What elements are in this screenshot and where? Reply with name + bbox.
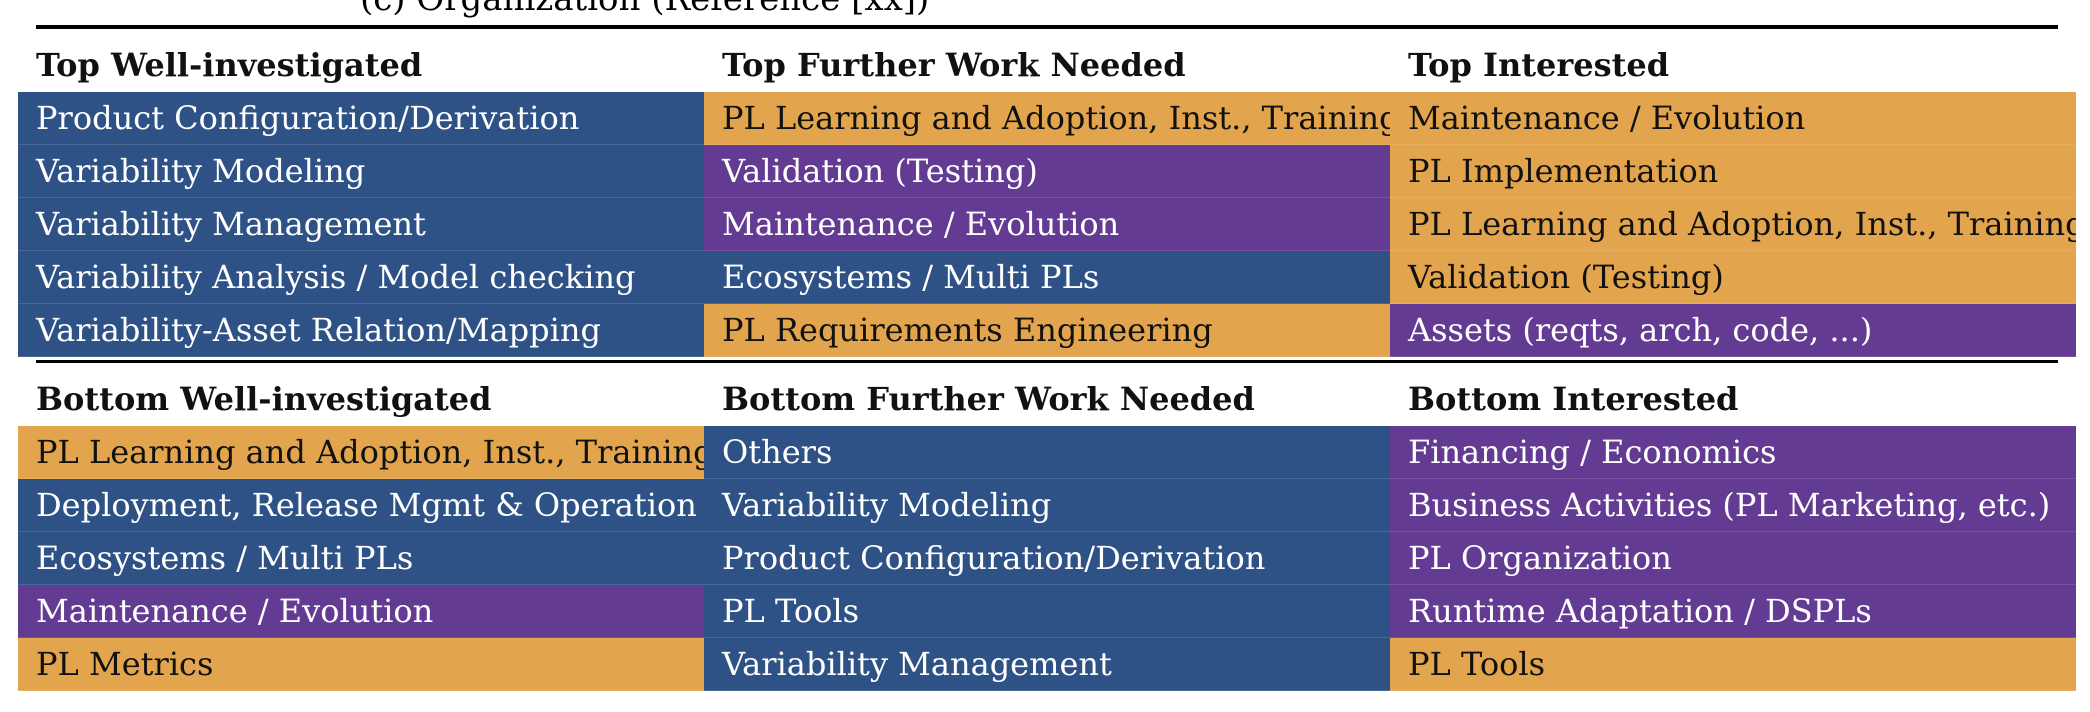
table-cell: Financing / Economics [1390, 426, 2076, 479]
table-row: PL Metrics Variability Management PL Too… [18, 638, 2076, 691]
table-cell: Variability Modeling [18, 145, 704, 198]
table-cell: Others [704, 426, 1390, 479]
table-cell: PL Requirements Engineering [704, 304, 1390, 357]
column-header: Bottom Further Work Needed [722, 380, 1255, 418]
middle-rule [36, 360, 2058, 363]
table-row: Deployment, Release Mgmt & Operation Var… [18, 479, 2076, 532]
table-cell: PL Implementation [1390, 145, 2076, 198]
table-cell: Ecosystems / Multi PLs [18, 532, 704, 585]
table-cell: Maintenance / Evolution [18, 585, 704, 638]
top-table: Top Well-investigated Top Further Work N… [18, 38, 2076, 357]
table-cell: Runtime Adaptation / DSPLs [1390, 585, 2076, 638]
table-row: Ecosystems / Multi PLs Product Configura… [18, 532, 2076, 585]
column-header: Top Interested [1408, 46, 1670, 84]
bottom-table: Bottom Well-investigated Bottom Further … [18, 372, 2076, 691]
column-header: Bottom Interested [1408, 380, 1739, 418]
header-row: Bottom Well-investigated Bottom Further … [18, 372, 2076, 426]
table-cell: Ecosystems / Multi PLs [704, 251, 1390, 304]
column-header: Bottom Well-investigated [36, 380, 492, 418]
table-cell: Assets (reqts, arch, code, ...) [1390, 304, 2076, 357]
table-row: Variability Analysis / Model checking Ec… [18, 251, 2076, 304]
table-cell: Product Configuration/Derivation [704, 532, 1390, 585]
table-cell: Validation (Testing) [1390, 251, 2076, 304]
table-row: Variability Modeling Validation (Testing… [18, 145, 2076, 198]
column-header: Top Well-investigated [36, 46, 423, 84]
table-cell: Validation (Testing) [704, 145, 1390, 198]
table-row: Variability Management Maintenance / Evo… [18, 198, 2076, 251]
table-cell: Variability Management [704, 638, 1390, 691]
table-cell: Variability-Asset Relation/Mapping [18, 304, 704, 357]
table-cell: Product Configuration/Derivation [18, 92, 704, 145]
table-row: Variability-Asset Relation/Mapping PL Re… [18, 304, 2076, 357]
table-cell: PL Tools [704, 585, 1390, 638]
table-row: PL Learning and Adoption, Inst., Trainin… [18, 426, 2076, 479]
table-cell: Business Activities (PL Marketing, etc.) [1390, 479, 2076, 532]
table-cell: Maintenance / Evolution [1390, 92, 2076, 145]
table-caption: (c) Organization (Reference [xx]) [360, 0, 929, 16]
table-cell: Maintenance / Evolution [704, 198, 1390, 251]
table-cell: Deployment, Release Mgmt & Operation [18, 479, 704, 532]
table-cell: PL Metrics [18, 638, 704, 691]
top-rule [36, 25, 2058, 29]
table-cell: Variability Modeling [704, 479, 1390, 532]
column-header: Top Further Work Needed [722, 46, 1186, 84]
table-row: Product Configuration/Derivation PL Lear… [18, 92, 2076, 145]
table-cell: Variability Management [18, 198, 704, 251]
table-cell: Variability Analysis / Model checking [18, 251, 704, 304]
table-cell: PL Tools [1390, 638, 2076, 691]
table-cell: PL Learning and Adoption, Inst., Trainin… [704, 92, 1390, 145]
table-cell: PL Learning and Adoption, Inst., Trainin… [18, 426, 704, 479]
table-row: Maintenance / Evolution PL Tools Runtime… [18, 585, 2076, 638]
header-row: Top Well-investigated Top Further Work N… [18, 38, 2076, 92]
table-cell: PL Organization [1390, 532, 2076, 585]
table-cell: PL Learning and Adoption, Inst., Trainin… [1390, 198, 2076, 251]
